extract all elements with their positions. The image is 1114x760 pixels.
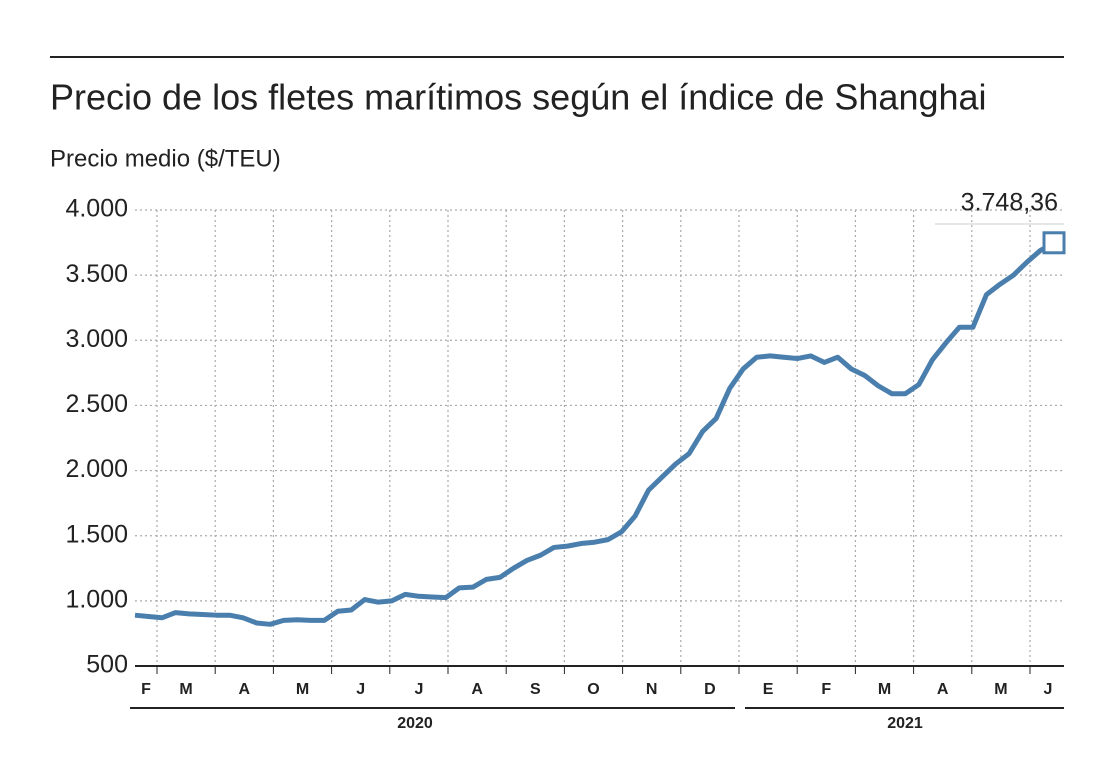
x-tick-label: S [530, 681, 541, 698]
y-tick-label: 1.000 [65, 585, 128, 613]
x-tick-label: A [239, 681, 251, 698]
series-line [134, 240, 1056, 627]
x-tick-label: J [1044, 681, 1053, 698]
chart-title: Precio de los fletes marítimos según el … [50, 77, 987, 118]
x-tick-label: M [296, 681, 309, 698]
x-tick-label: J [356, 681, 365, 698]
x-tick-label: A [937, 681, 949, 698]
value-label: 3.748,36 [961, 189, 1058, 217]
y-tick-label: 3.500 [65, 260, 128, 288]
x-tick-label: J [414, 681, 423, 698]
year-label: 2021 [887, 715, 923, 732]
y-tick-label: 500 [86, 651, 128, 679]
x-tick-label: F [141, 681, 151, 698]
year-label: 2020 [397, 715, 433, 732]
y-tick-label: 4.000 [65, 195, 128, 223]
x-tick-label: F [821, 681, 831, 698]
y-tick-label: 2.500 [65, 390, 128, 418]
x-tick-label: D [704, 681, 716, 698]
y-tick-label: 1.500 [65, 520, 128, 548]
y-tick-label: 3.000 [65, 325, 128, 353]
end-marker [1042, 231, 1066, 255]
x-tick-label: N [646, 681, 658, 698]
y-tick-label: 2.000 [65, 455, 128, 483]
x-tick-label: M [878, 681, 891, 698]
x-tick-label: A [471, 681, 483, 698]
y-axis-label: Precio medio ($/TEU) [50, 145, 281, 172]
x-tick-label: M [179, 681, 192, 698]
x-tick-label: M [994, 681, 1007, 698]
x-tick-label: O [587, 681, 599, 698]
x-tick-label: E [763, 681, 774, 698]
